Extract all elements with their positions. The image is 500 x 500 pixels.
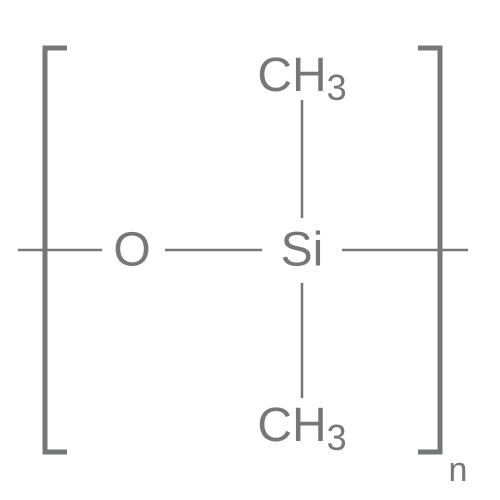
silicon-atom: Si [281, 224, 324, 277]
methyl-top: CH3 [257, 49, 346, 108]
pdms-structure-diagram: O Si CH3 CH3 n [0, 0, 500, 500]
methyl-bottom: CH3 [257, 399, 346, 458]
repeat-subscript-n: n [449, 451, 468, 489]
oxygen-atom: O [113, 224, 150, 277]
